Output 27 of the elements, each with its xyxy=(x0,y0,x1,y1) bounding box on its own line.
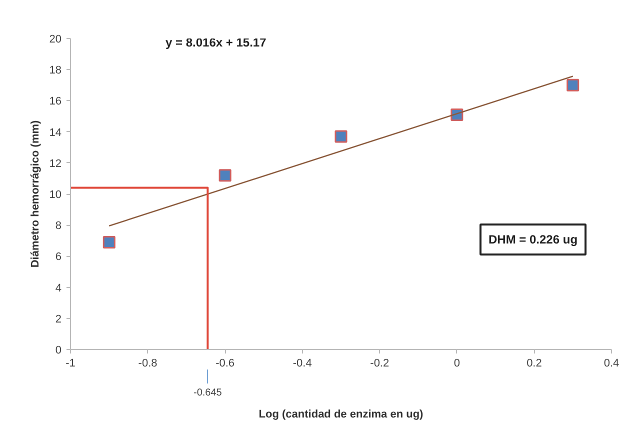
point xyxy=(218,169,232,182)
y-tick-label: 4 xyxy=(55,282,62,294)
point xyxy=(566,78,580,92)
x-axis-title: Log (cantidad de enzima en ug) xyxy=(258,408,424,420)
y-tick-label: 0 xyxy=(55,344,62,356)
y-tick-label: 20 xyxy=(49,34,62,46)
x-tick-label: -0.6 xyxy=(216,358,235,370)
y-tick-label: 14 xyxy=(49,126,62,139)
y-tick-label: 8 xyxy=(55,220,62,232)
y-tick-label: 12 xyxy=(49,158,62,170)
annotation: DHM = 0.226 ug xyxy=(488,232,578,246)
y-tick-label: 16 xyxy=(49,96,62,108)
point xyxy=(102,236,116,248)
point xyxy=(334,130,348,143)
x-tick-label: -0.2 xyxy=(370,358,390,370)
x-tick-label: 0 xyxy=(454,358,460,370)
x-tick-label: 0.4 xyxy=(604,358,620,370)
x-tick-label: -0.8 xyxy=(138,358,158,370)
y-tick-label: 10 xyxy=(49,189,62,201)
x-tick-label: -0.4 xyxy=(292,358,312,370)
y-tick-label: 6 xyxy=(55,251,62,264)
y-tick-label: 18 xyxy=(49,64,62,77)
y-axis-title: Diámetro hemorrágico (mm) xyxy=(29,120,42,268)
y-tick-label: 2 xyxy=(55,313,62,326)
x-tick-label: -1 xyxy=(66,358,76,370)
text: -0.645 xyxy=(194,388,222,398)
x-tick-label: 0.2 xyxy=(526,358,542,370)
